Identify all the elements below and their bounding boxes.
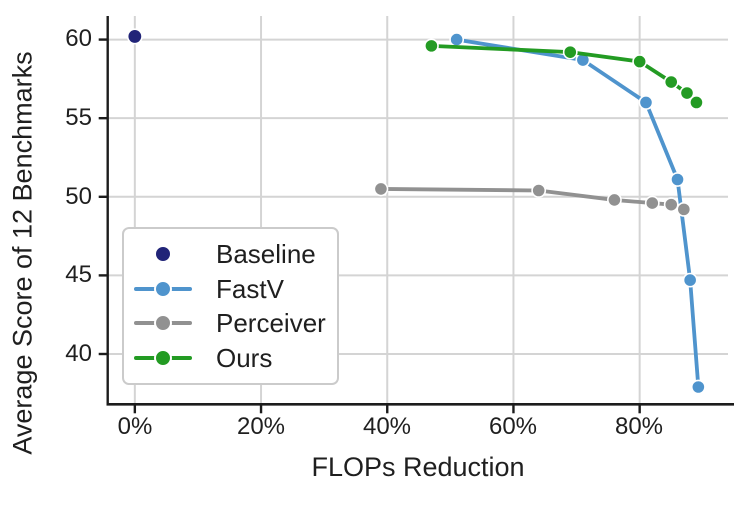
legend: Baseline FastV Perceiver Ours (122, 227, 339, 385)
data-point-fastv (682, 272, 698, 288)
legend-entry-ours: Ours (134, 345, 333, 371)
data-point-fastv (690, 379, 706, 395)
y-tick-label-40: 40 (65, 340, 92, 367)
ours-marker-icon (134, 348, 192, 367)
y-tick-label-50: 50 (65, 183, 92, 210)
fastv-marker-icon (134, 279, 192, 298)
y-tick-label-60: 60 (65, 25, 92, 52)
series-line-fastv (454, 37, 701, 389)
x-tick-label-80: 80% (614, 413, 664, 440)
data-point-perceiver (676, 201, 692, 217)
legend-label-fastv: FastV (216, 273, 284, 304)
data-point-ours (424, 38, 439, 54)
data-point-ours (562, 44, 578, 60)
x-axis-label: FLOPs Reduction (311, 452, 525, 482)
legend-entry-perceiver: Perceiver (134, 310, 333, 336)
data-point-ours (679, 85, 695, 101)
data-point-perceiver (607, 192, 622, 208)
legend-label-perceiver: Perceiver (216, 308, 326, 339)
x-tick-label-60: 60% (488, 413, 538, 440)
data-point-fastv (670, 172, 685, 187)
legend-entry-baseline: Baseline (134, 241, 333, 267)
data-point-ours (663, 74, 679, 90)
x-tick-label-20: 20% (236, 413, 286, 440)
legend-label-ours: Ours (216, 342, 273, 373)
y-tick-label-45: 45 (65, 261, 92, 288)
x-tick-label-0: 0% (117, 413, 153, 440)
data-point-perceiver (644, 195, 660, 211)
y-axis-label: Average Score of 12 Benchmarks (7, 51, 38, 455)
data-point-ours (632, 54, 648, 69)
data-point-perceiver (663, 197, 679, 213)
y-tick-label-55: 55 (65, 104, 92, 131)
data-point-fastv (449, 32, 465, 47)
x-tick-label-40: 40% (362, 413, 412, 440)
data-point-perceiver (531, 183, 547, 198)
data-point-baseline (126, 28, 143, 45)
legend-entry-fastv: FastV (134, 276, 333, 302)
perceiver-marker-icon (134, 314, 192, 333)
data-point-ours (689, 95, 704, 110)
data-point-fastv (638, 95, 654, 110)
legend-label-baseline: Baseline (216, 239, 316, 270)
baseline-marker-icon (134, 245, 192, 264)
data-point-perceiver (373, 181, 389, 197)
